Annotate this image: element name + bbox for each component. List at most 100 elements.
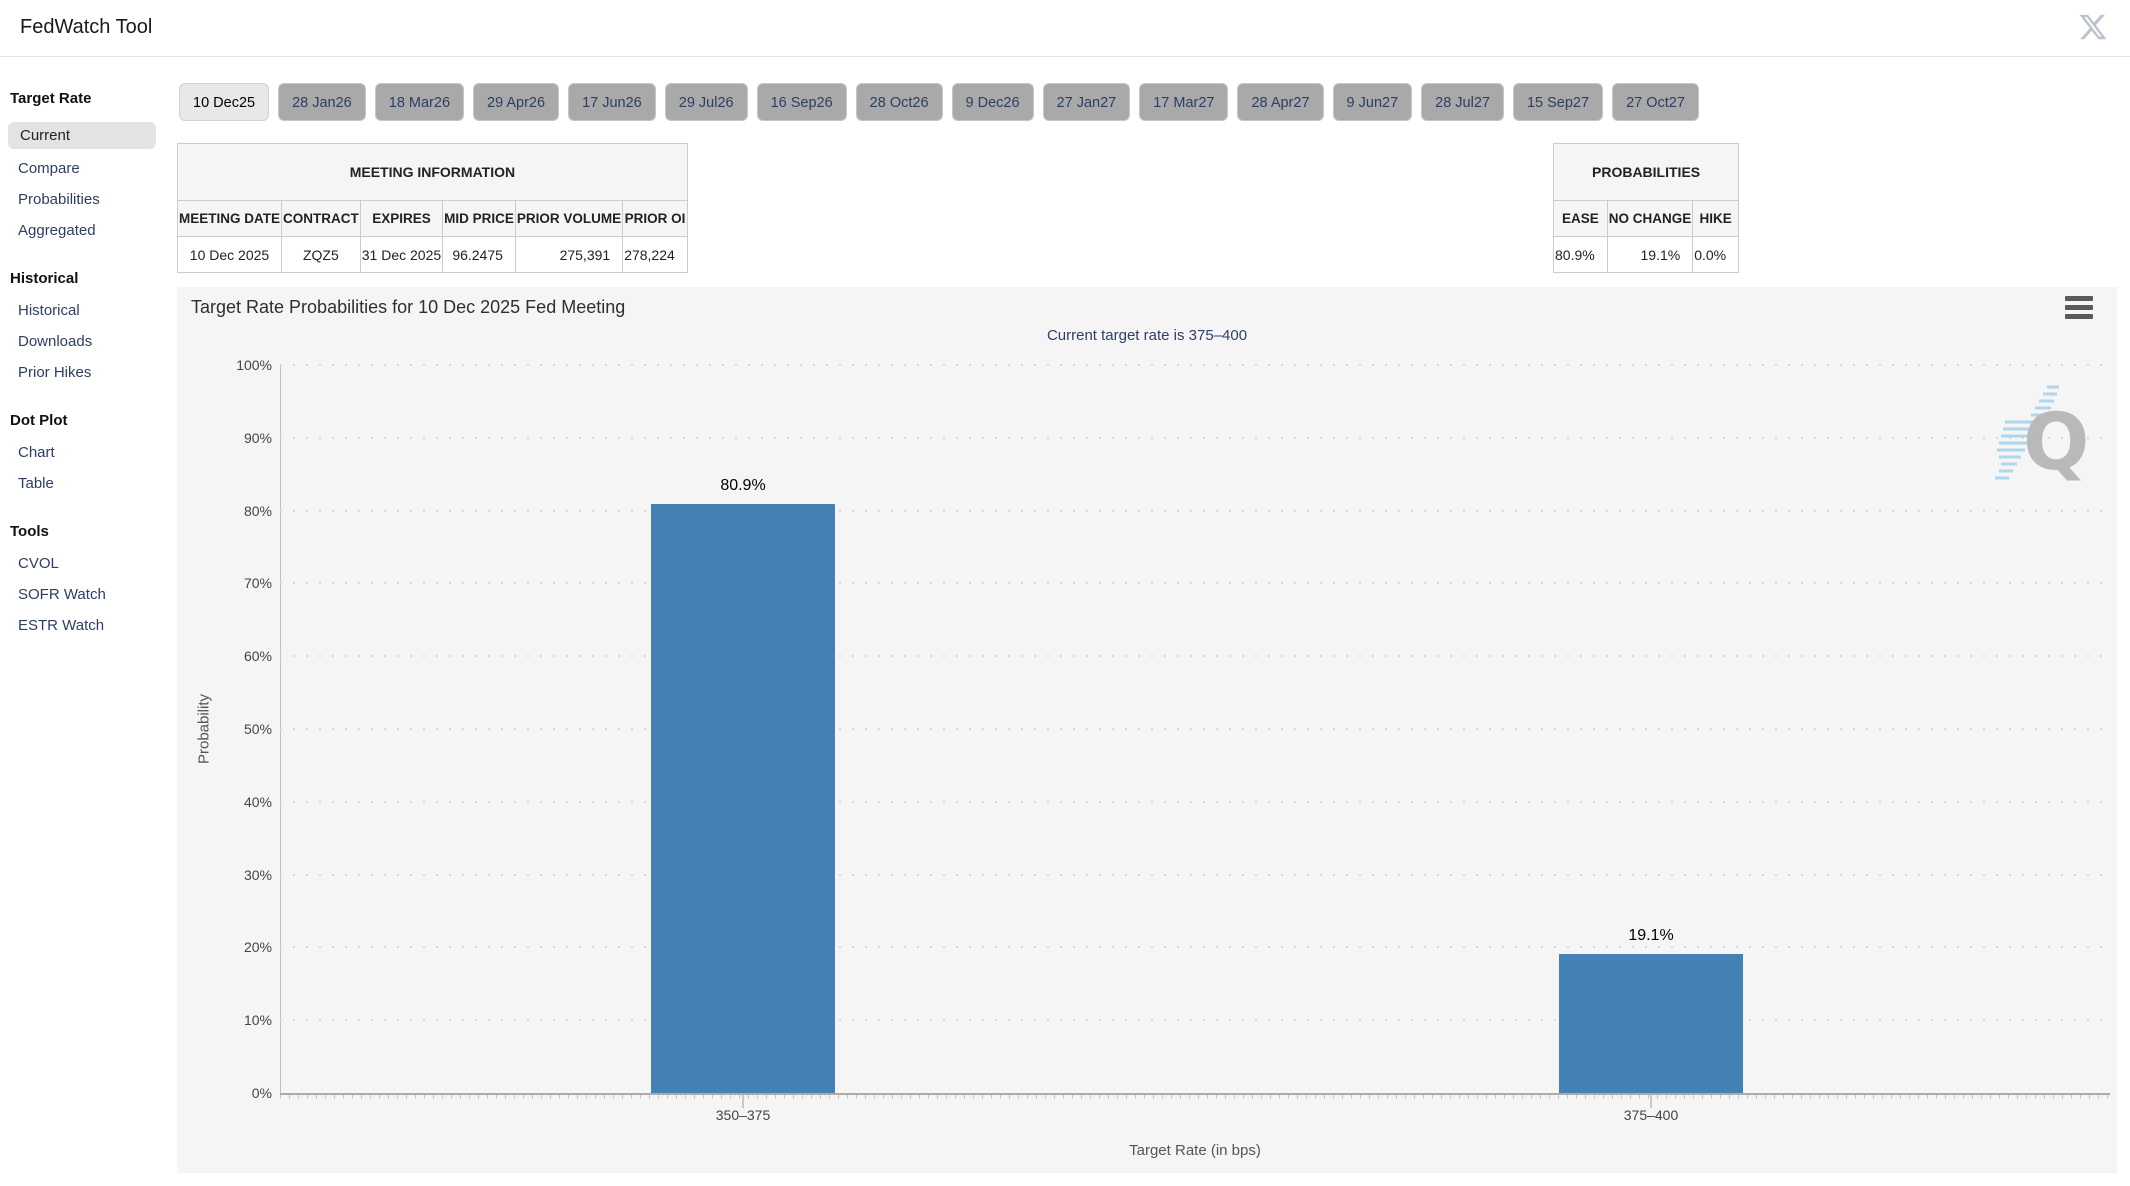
column-header-contract: CONTRACT bbox=[281, 200, 361, 237]
svg-text:Q: Q bbox=[2023, 398, 2089, 488]
meeting-tab-18-mar26[interactable]: 18 Mar26 bbox=[374, 83, 465, 121]
chart-title: Target Rate Probabilities for 10 Dec 202… bbox=[191, 297, 626, 317]
meeting-tab-28-jul27[interactable]: 28 Jul27 bbox=[1421, 83, 1504, 121]
sidebar: Target Rate Current Compare Probabilities Ag… bbox=[0, 56, 177, 665]
meeting-info: MEETING INFORMATION MEETING DATE CONTRACT E… bbox=[177, 143, 688, 273]
meeting-tab-17-mar27[interactable]: 17 Mar27 bbox=[1139, 83, 1229, 121]
meeting-tab-27-oct27[interactable]: 27 Oct27 bbox=[1612, 83, 1699, 121]
probability-chart: Target Rate Probabilities for 10 Dec 202… bbox=[177, 287, 2117, 1173]
column-header-expires: EXPIRES bbox=[359, 200, 444, 237]
probabilities: PROBABILITIES EASE NO CHANGE HIKE 80.9% 19.1%… bbox=[1552, 143, 1740, 273]
column-header-hike: HIKE bbox=[1692, 200, 1740, 237]
x-axis-title: Target Rate (in bps) bbox=[1129, 1142, 1261, 1159]
sidebar-item-estr-watch[interactable]: ESTR Watch bbox=[18, 617, 105, 634]
sidebar-heading-dot-plot: Dot Plot bbox=[10, 412, 68, 429]
table-row: 10 Dec 2025 ZQZ5 31 Dec 2025 96.2475 275,391… bbox=[177, 236, 688, 273]
table-row: 80.9% 19.1% 0.0% bbox=[1553, 236, 1740, 273]
x-axis-major-tick bbox=[1650, 1095, 1652, 1108]
meeting-tab-29-jul26[interactable]: 29 Jul26 bbox=[664, 83, 748, 121]
sidebar-item-aggregated[interactable]: Aggregated bbox=[18, 222, 96, 239]
y-axis-tick-label: 90% bbox=[243, 429, 272, 446]
gridline-40pct bbox=[280, 800, 2110, 803]
sidebar-item-probabilities[interactable]: Probabilities bbox=[18, 191, 100, 208]
gridline-70pct bbox=[280, 582, 2110, 585]
gridline-60pct bbox=[280, 655, 2110, 658]
sidebar-item-prior-hikes[interactable]: Prior Hikes bbox=[18, 364, 92, 381]
column-header-no-change: NO CHANGE bbox=[1606, 200, 1694, 237]
meeting-tab-27-jan27[interactable]: 27 Jan27 bbox=[1042, 83, 1131, 121]
bar-375-400 bbox=[1559, 953, 1743, 1093]
meeting-tab-16-sep26[interactable]: 16 Sep26 bbox=[756, 83, 847, 121]
gridline-80pct bbox=[280, 509, 2110, 512]
sidebar-item-chart[interactable]: Chart bbox=[18, 444, 55, 461]
meeting-date-tabs: 10 Dec25 28 Jan26 18 Mar26 29 Apr26 17 Jun26… bbox=[179, 83, 1699, 121]
quikstrike-watermark-icon: Q bbox=[1995, 385, 2089, 488]
cell-prior-volume: 275,391 bbox=[514, 236, 624, 273]
sidebar-item-compare[interactable]: Compare bbox=[18, 160, 80, 177]
y-axis-tick-label: 50% bbox=[243, 721, 272, 737]
meeting-tab-15-sep27[interactable]: 15 Sep27 bbox=[1512, 83, 1604, 121]
meeting-tab-9-dec26[interactable]: 9 Dec26 bbox=[951, 83, 1034, 121]
sidebar-item-downloads[interactable]: Downloads bbox=[18, 333, 93, 350]
column-header-ease: EASE bbox=[1553, 200, 1608, 237]
meeting-tab-28-apr27[interactable]: 28 Apr27 bbox=[1237, 83, 1324, 121]
y-axis-tick-label: 40% bbox=[243, 793, 272, 810]
cell-mid-price: 96.2475 bbox=[442, 236, 516, 273]
sidebar-section-target-rate: Target Rate Current Compare Probabilities Ag… bbox=[8, 90, 177, 239]
sidebar-item-sofr-watch[interactable]: SOFR Watch bbox=[18, 586, 106, 603]
meeting-tab-28-oct26[interactable]: 28 Oct26 bbox=[855, 83, 943, 121]
gridline-100pct bbox=[280, 364, 2110, 366]
meeting-tab-29-apr26[interactable]: 29 Apr26 bbox=[473, 83, 560, 121]
gridline-10pct bbox=[280, 1019, 2110, 1022]
x-logo-icon bbox=[2079, 14, 2107, 40]
cell-no-change: 19.1% bbox=[1606, 236, 1694, 273]
hamburger-menu-icon[interactable] bbox=[2065, 296, 2093, 323]
sidebar-section-historical: Historical Historical Downloads Prior Hikes bbox=[10, 270, 177, 381]
probabilities-table: PROBABILITIES EASE NO CHANGE HIKE 80.9% 19.1%… bbox=[1552, 143, 1740, 273]
x-axis-major-tick bbox=[742, 1095, 744, 1108]
meeting-tab-28-jan26[interactable]: 28 Jan26 bbox=[278, 83, 366, 121]
page-title: FedWatch Tool bbox=[20, 16, 153, 38]
meeting-tab-17-jun26[interactable]: 17 Jun26 bbox=[568, 83, 656, 121]
gridline-90pct bbox=[280, 436, 2110, 439]
x-axis-line bbox=[280, 1093, 2110, 1095]
cell-meeting-date: 10 Dec 2025 bbox=[177, 236, 282, 273]
meeting-tab-10-dec25[interactable]: 10 Dec25 bbox=[179, 83, 270, 121]
x-axis-minor-ticks bbox=[280, 1095, 2110, 1099]
y-axis-tick-label: 30% bbox=[243, 866, 272, 883]
meeting-tab-9-jun27[interactable]: 9 Jun27 bbox=[1332, 83, 1413, 121]
meeting-info-title: MEETING INFORMATION bbox=[177, 143, 688, 201]
sidebar-section-dot-plot: Dot Plot Chart Table bbox=[10, 412, 177, 492]
gridline-30pct bbox=[280, 873, 2110, 876]
bar-value-label: 80.9% bbox=[720, 477, 766, 495]
plot-area: Probability 0% 10% 20% 30% 40% 50% 60% 70% 80% 90… bbox=[177, 287, 2117, 1173]
sidebar-item-cvol[interactable]: CVOL bbox=[18, 555, 59, 572]
gridline-20pct bbox=[280, 946, 2110, 949]
x-axis-category-label: 375–400 bbox=[1623, 1107, 1679, 1123]
sidebar-item-historical[interactable]: Historical bbox=[18, 302, 80, 319]
column-header-mid-price: MID PRICE bbox=[442, 200, 516, 237]
y-axis-tick-label: 20% bbox=[243, 939, 272, 956]
y-axis-tick-label: 70% bbox=[243, 575, 272, 592]
cell-contract: ZQZ5 bbox=[281, 236, 361, 273]
y-axis-tick-label: 10% bbox=[243, 1012, 272, 1029]
bar-value-label: 19.1% bbox=[1628, 926, 1674, 944]
sidebar-item-current[interactable]: Current bbox=[8, 122, 156, 149]
x-social-icon[interactable] bbox=[2078, 12, 2108, 42]
sidebar-item-table[interactable]: Table bbox=[18, 475, 54, 492]
chart-subtitle: Current target rate is 375–400 bbox=[1046, 327, 1248, 344]
cell-ease: 80.9% bbox=[1553, 236, 1608, 273]
sidebar-heading-tools: Tools bbox=[10, 523, 49, 540]
cell-expires: 31 Dec 2025 bbox=[359, 236, 444, 273]
bar-350-375 bbox=[651, 504, 835, 1093]
cell-prior-oi: 278,224 bbox=[622, 236, 688, 273]
sidebar-heading-target-rate: Target Rate bbox=[10, 90, 92, 107]
y-axis-tick-label: 0% bbox=[251, 1085, 272, 1101]
gridline-50pct bbox=[280, 728, 2110, 730]
sidebar-section-tools: Tools CVOL SOFR Watch ESTR Watch bbox=[10, 523, 177, 634]
column-header-meeting-date: MEETING DATE bbox=[177, 200, 282, 237]
x-axis-category-label: 350–375 bbox=[715, 1107, 771, 1123]
y-axis-tick-label: 60% bbox=[243, 648, 272, 665]
sidebar-heading-historical: Historical bbox=[10, 270, 79, 287]
